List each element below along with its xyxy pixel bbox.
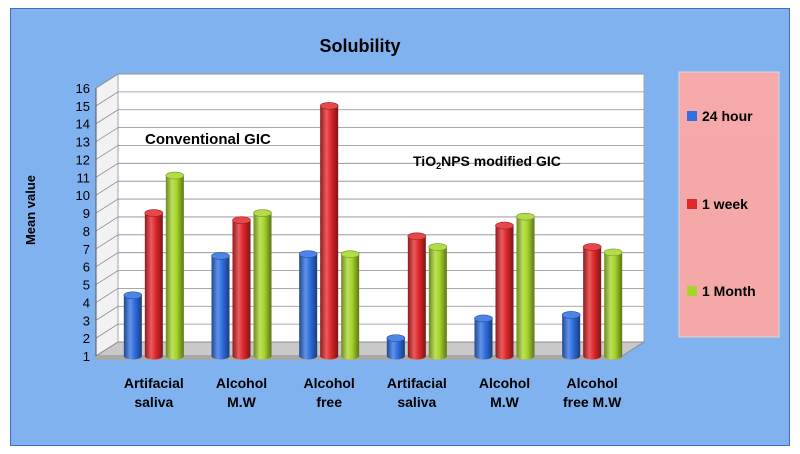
x-tick-label: Alcohol — [566, 375, 617, 391]
bar-24-hour — [562, 314, 581, 360]
y-tick-label: 5 — [83, 278, 90, 293]
x-tick-label: Alcohol — [303, 375, 354, 391]
bar-top — [298, 250, 318, 258]
x-tick-label: Alcohol — [216, 375, 267, 391]
gridline — [95, 127, 644, 142]
bar-top — [253, 209, 272, 217]
bar-top — [474, 314, 493, 323]
y-tick-label: 11 — [77, 170, 91, 185]
gridline — [95, 109, 644, 125]
y-tick-label: 9 — [83, 206, 90, 221]
bar-1-month — [165, 175, 184, 360]
bar-top — [407, 232, 427, 241]
bar-top — [123, 291, 143, 300]
y-tick-label: 4 — [83, 295, 90, 310]
bar-top — [516, 212, 535, 221]
gridline — [95, 287, 644, 303]
bar-top — [144, 209, 164, 217]
gridline — [95, 323, 644, 339]
y-tick-label: 6 — [83, 260, 90, 275]
x-tick-label: M.W — [227, 394, 257, 410]
bar-1-month — [604, 252, 623, 360]
x-tick-label: M.W — [490, 394, 520, 410]
y-tick-label: 7 — [83, 242, 90, 257]
bar-top — [319, 102, 339, 110]
annotation-tio2-main: TiO — [413, 153, 436, 169]
annotation-conventional: Conventional GIC — [145, 131, 271, 148]
x-tick-label: Alcohol — [479, 375, 530, 391]
bar-1-week — [407, 236, 426, 360]
bar-top — [495, 221, 514, 230]
bar-1-week — [320, 105, 339, 360]
x-tick-label: Artifacial — [387, 375, 447, 391]
legend-label-24-hour: 24 hour — [702, 108, 753, 124]
y-tick-label: 13 — [76, 135, 90, 150]
bar-1-week — [144, 213, 163, 360]
gridline — [95, 180, 644, 196]
x-tick-label: free M.W — [563, 394, 622, 410]
back-wall — [117, 73, 645, 343]
bar-top — [232, 216, 251, 225]
gridline — [95, 91, 644, 107]
legend-label-1-week: 1 week — [702, 196, 748, 212]
bar-1-month — [341, 254, 360, 360]
bar-1-month — [516, 216, 535, 360]
y-tick-label: 8 — [83, 224, 90, 239]
bar-24-hour — [299, 254, 318, 360]
bar-1-month — [428, 247, 447, 360]
annotation-tio2: TiO2NPS modified GIC — [413, 153, 561, 171]
bar-24-hour — [211, 255, 230, 360]
bar-1-week — [495, 225, 514, 360]
y-tick-label: 1 — [83, 349, 90, 364]
x-tick-label: saliva — [134, 394, 173, 410]
bar-top — [165, 171, 185, 180]
bar-1-month — [253, 213, 272, 360]
legend: 24 hour 1 week 1 Month — [678, 71, 780, 338]
plot-area: 12345678910111213141516ArtifacialsalivaA… — [76, 73, 646, 410]
bar-top — [211, 252, 230, 260]
y-tick-label: 16 — [76, 81, 90, 96]
bar-24-hour — [386, 338, 405, 360]
gridline — [95, 234, 644, 250]
gridline — [95, 270, 644, 285]
y-tick-label: 14 — [76, 117, 90, 132]
bar-24-hour — [123, 295, 142, 360]
x-tick-label: Artifacial — [124, 375, 184, 391]
y-tick-label: 10 — [76, 188, 90, 203]
bar-top — [386, 334, 406, 342]
legend-swatch-1-month — [687, 286, 697, 296]
gridline — [95, 162, 644, 178]
annotation-tio2-rest: NPS modified GIC — [441, 153, 561, 169]
gridline — [95, 305, 644, 321]
bar-top — [561, 311, 581, 319]
gridline — [95, 73, 644, 89]
gridline — [95, 216, 644, 232]
bar-top — [428, 243, 448, 251]
legend-swatch-1-week — [687, 199, 697, 209]
x-tick-label: free — [316, 394, 342, 410]
gridline — [95, 145, 644, 160]
bar-1-week — [583, 247, 602, 360]
legend-swatch-24-hour — [687, 111, 697, 121]
y-axis-label: Mean value — [23, 175, 38, 245]
bar-top — [603, 248, 623, 257]
gridline — [95, 198, 644, 214]
bar-top — [582, 243, 602, 251]
y-tick-label: 12 — [76, 152, 90, 167]
x-tick-label: saliva — [397, 394, 436, 410]
legend-label-1-month: 1 Month — [702, 283, 756, 299]
annotation-tio2-sub: 2 — [436, 161, 441, 171]
gridline — [95, 252, 644, 268]
bar-top — [340, 250, 360, 258]
bar-1-week — [232, 220, 251, 360]
chart-title: Solubility — [320, 36, 401, 56]
y-tick-label: 2 — [83, 331, 90, 346]
y-tick-label: 3 — [83, 313, 90, 328]
bar-24-hour — [474, 318, 493, 360]
y-tick-label: 15 — [76, 99, 90, 114]
